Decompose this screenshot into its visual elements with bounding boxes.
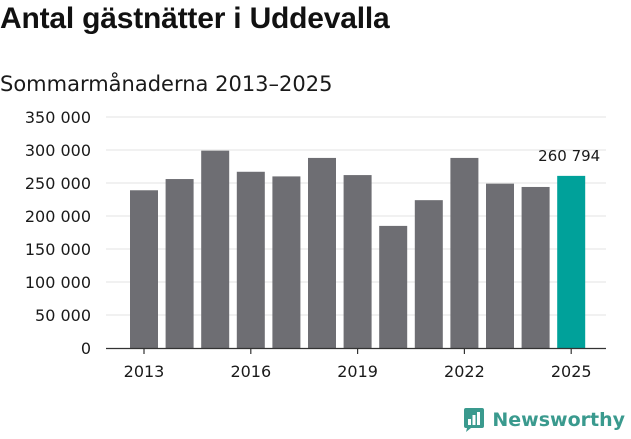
y-tick-label: 0	[81, 339, 91, 358]
chart-subtitle: Sommarmånaderna 2013–2025	[0, 72, 333, 96]
bar	[272, 176, 301, 348]
y-tick-label: 100 000	[25, 273, 91, 292]
newsworthy-brand: Newsworthy	[462, 407, 625, 433]
bar	[450, 157, 479, 348]
x-axis	[106, 347, 606, 354]
x-tick-label: 2025	[551, 362, 592, 381]
y-tick-label: 300 000	[25, 141, 91, 160]
chart-title: Antal gästnätter i Uddevalla	[0, 2, 390, 35]
bar	[379, 225, 408, 348]
y-tick-label: 200 000	[25, 207, 91, 226]
bar	[308, 157, 336, 348]
bar	[414, 200, 443, 348]
bars	[130, 150, 586, 348]
data-label: 260 794	[538, 147, 600, 165]
bar	[201, 150, 230, 348]
x-tick-label: 2019	[337, 362, 378, 381]
x-tick-label: 2013	[124, 362, 165, 381]
x-tick-label: 2016	[230, 362, 271, 381]
bar	[521, 186, 550, 348]
bar	[165, 179, 194, 348]
x-axis-tick-labels: 2013 2016 2019 2022 2025	[124, 362, 592, 381]
y-tick-label: 150 000	[25, 240, 91, 259]
brand-name: Newsworthy	[492, 409, 625, 431]
bar	[236, 171, 265, 348]
y-tick-label: 250 000	[25, 174, 91, 193]
newsworthy-logo-icon	[464, 408, 485, 432]
y-tick-label: 350 000	[25, 108, 91, 127]
y-tick-label: 50 000	[35, 306, 91, 325]
bar	[130, 190, 158, 348]
x-tick-label: 2022	[444, 362, 485, 381]
y-axis-tick-labels: 0 50 000 100 000 150 000 200 000 250 000 300 0…	[25, 108, 91, 358]
bar	[486, 183, 514, 348]
data-labels: 260 794	[538, 147, 600, 165]
bar	[343, 175, 372, 348]
bar	[557, 175, 586, 348]
